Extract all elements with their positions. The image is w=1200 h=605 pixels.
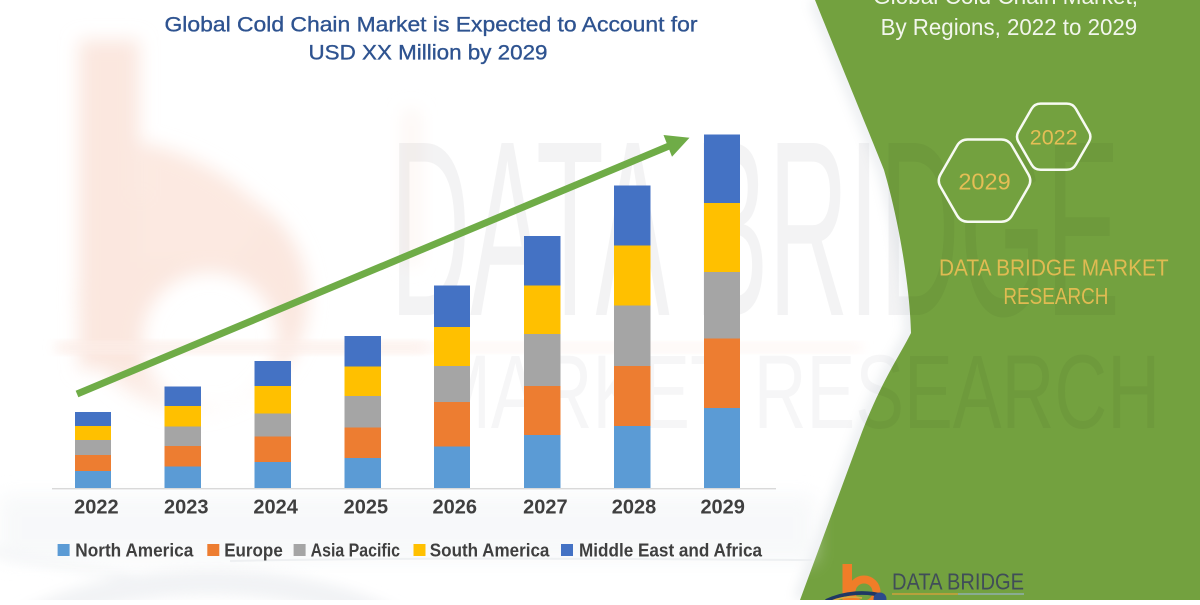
svg-text:2023: 2023 <box>164 497 209 519</box>
svg-text:By Regions, 2022 to 2029: By Regions, 2022 to 2029 <box>881 14 1138 40</box>
svg-text:DATA BRIDGE MARKET: DATA BRIDGE MARKET <box>939 254 1169 280</box>
svg-text:2028: 2028 <box>612 497 657 519</box>
svg-text:2022: 2022 <box>1030 126 1078 150</box>
svg-text:2022: 2022 <box>74 497 119 519</box>
svg-text:DATA BRIDGE: DATA BRIDGE <box>892 569 1024 595</box>
svg-text:Middle East and Africa: Middle East and Africa <box>579 539 763 560</box>
svg-text:North America: North America <box>75 539 194 560</box>
svg-text:USD XX Million by 2029: USD XX Million by 2029 <box>309 41 548 65</box>
svg-text:2024: 2024 <box>253 497 298 519</box>
svg-text:Global Cold Chain Market,: Global Cold Chain Market, <box>873 0 1138 9</box>
svg-text:2026: 2026 <box>433 497 478 519</box>
svg-text:South America: South America <box>430 539 550 560</box>
svg-text:2027: 2027 <box>523 497 568 519</box>
svg-text:2025: 2025 <box>344 497 389 519</box>
svg-text:Europe: Europe <box>224 539 283 560</box>
svg-text:Asia Pacific: Asia Pacific <box>311 539 400 560</box>
svg-text:RESEARCH: RESEARCH <box>1003 283 1108 309</box>
svg-text:2029: 2029 <box>700 497 745 519</box>
svg-text:Global Cold Chain Market is Ex: Global Cold Chain Market is Expected to … <box>165 12 698 36</box>
svg-text:2029: 2029 <box>958 169 1010 195</box>
